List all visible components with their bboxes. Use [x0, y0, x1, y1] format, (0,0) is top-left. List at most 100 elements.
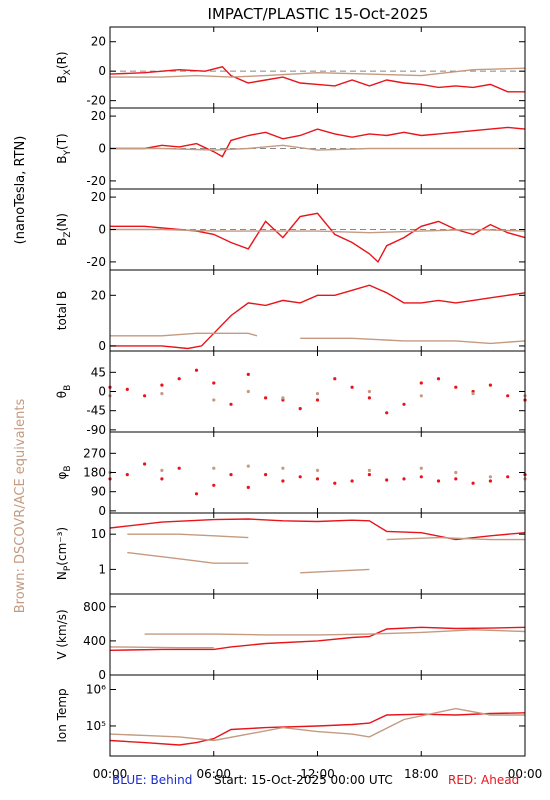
data-point-ahead	[454, 385, 458, 389]
y-tick-label: 0	[98, 339, 106, 353]
x-tick-label: 12:00	[300, 767, 335, 781]
data-point-brown	[488, 475, 492, 479]
data-point-brown	[160, 468, 164, 472]
series-line-ahead	[110, 284, 526, 350]
panel-frame	[109, 431, 526, 514]
panel-bx: -20 0 20 BX(R)	[55, 26, 526, 109]
panel-frame	[109, 512, 526, 595]
data-point-brown	[281, 466, 285, 470]
footer-start-label: Start: 15-Oct-2025 00:00 UTC	[214, 773, 393, 787]
data-point-brown	[367, 389, 371, 394]
y-tick-label: -90	[86, 423, 106, 437]
data-point-ahead	[419, 475, 423, 479]
y-axis-label: total B	[55, 291, 69, 331]
panel-v: 0 400 800 V (km/s)	[55, 593, 526, 682]
data-point-ahead	[454, 477, 458, 481]
series-line-brown	[109, 646, 214, 649]
y-tick-label: 800	[83, 600, 106, 614]
y-tick-label: 10⁶	[86, 683, 106, 697]
y-tick-label: 45	[91, 365, 106, 379]
data-point-ahead	[125, 473, 129, 477]
series-line-brown	[127, 533, 249, 539]
data-point-ahead	[177, 466, 181, 470]
panel-by: -20 0 20 BY(T)	[55, 107, 526, 190]
panel-stack: -20 0 20 BX(R) -20 0 20 BY(T) -20 0 20 BZ(N) 0 20 tota…	[55, 26, 527, 757]
series-line-ahead	[109, 626, 526, 651]
series-line-brown	[110, 228, 526, 234]
data-point-ahead	[471, 481, 475, 485]
data-point-ahead	[385, 411, 389, 415]
data-point-brown	[454, 470, 458, 475]
y-tick-label: 270	[83, 446, 106, 460]
data-point-ahead	[264, 473, 268, 477]
x-tick-label: 00:00	[93, 767, 128, 781]
y-tick-label: 0	[98, 385, 106, 399]
data-point-brown	[281, 396, 285, 400]
data-point-ahead	[367, 473, 371, 477]
series-line-brown	[127, 551, 249, 564]
data-point-ahead	[333, 377, 337, 381]
y-tick-label: 20	[91, 35, 106, 49]
data-point-ahead	[194, 368, 199, 372]
data-point-ahead	[315, 477, 320, 481]
y-tick-label: 1	[98, 562, 106, 576]
y-tick-label: -20	[86, 94, 106, 108]
data-point-brown	[471, 392, 475, 396]
series-line-ahead	[110, 126, 526, 158]
data-point-ahead	[212, 483, 216, 487]
y-tick-label: 10⁵	[86, 719, 106, 733]
data-point-brown	[367, 468, 371, 472]
y-tick-label: 20	[91, 288, 106, 302]
data-point-brown	[160, 392, 164, 396]
panel-theta: -90 -45 0 45 θB	[55, 350, 527, 437]
series-line-ahead	[109, 66, 525, 93]
data-point-ahead	[419, 381, 423, 385]
data-point-ahead	[402, 477, 406, 481]
data-point-ahead	[160, 383, 164, 387]
data-point-ahead	[246, 485, 250, 489]
data-point-ahead	[125, 387, 129, 391]
brown-legend-label: Brown: DSCOVR/ACE equivalents	[13, 399, 28, 614]
data-point-ahead	[229, 402, 233, 406]
y-axis-label: Ion Temp	[55, 688, 69, 742]
data-point-ahead	[194, 492, 199, 496]
y-tick-label: -20	[86, 255, 106, 269]
series-line-brown	[110, 144, 525, 151]
data-point-ahead	[298, 407, 302, 411]
data-point-ahead	[436, 377, 441, 381]
data-point-brown	[419, 466, 423, 470]
footer-ahead-label: RED: Ahead	[448, 773, 519, 787]
y-tick-label: 20	[91, 109, 106, 123]
data-point-ahead	[488, 383, 492, 387]
data-point-ahead	[436, 479, 441, 483]
series-line-brown	[110, 332, 258, 337]
y-axis-label: V (km/s)	[55, 609, 69, 659]
data-point-ahead	[229, 473, 233, 477]
data-point-ahead	[402, 402, 406, 406]
data-point-ahead	[488, 479, 492, 483]
y-tick-label: -45	[86, 404, 106, 418]
x-tick-label: 06:00	[196, 767, 231, 781]
panel-temp: 10⁵ 10⁶ Ion Temp	[55, 674, 526, 757]
panel-np: 1 10 NP(cm⁻³)	[55, 512, 526, 595]
series-line-ahead	[109, 712, 526, 746]
chart-title: IMPACT/PLASTIC 15-Oct-2025	[208, 5, 429, 23]
data-point-ahead	[367, 396, 371, 400]
y-axis-label: NP(cm⁻³)	[55, 527, 73, 580]
data-point-ahead	[143, 462, 147, 466]
data-point-ahead	[350, 479, 354, 483]
data-point-ahead	[333, 481, 337, 485]
series-line-brown	[386, 536, 525, 541]
data-point-brown	[212, 398, 216, 402]
panel-btot: 0 20 total B	[55, 269, 526, 353]
data-point-ahead	[212, 381, 216, 385]
y-tick-label: 10	[91, 527, 106, 541]
series-line-brown	[110, 67, 526, 78]
y-tick-label: 0	[98, 504, 106, 518]
series-line-ahead	[109, 518, 526, 541]
y-tick-label: 20	[91, 190, 106, 204]
panel-frame	[109, 26, 526, 109]
data-point-ahead	[246, 372, 250, 376]
data-point-brown	[246, 464, 250, 468]
